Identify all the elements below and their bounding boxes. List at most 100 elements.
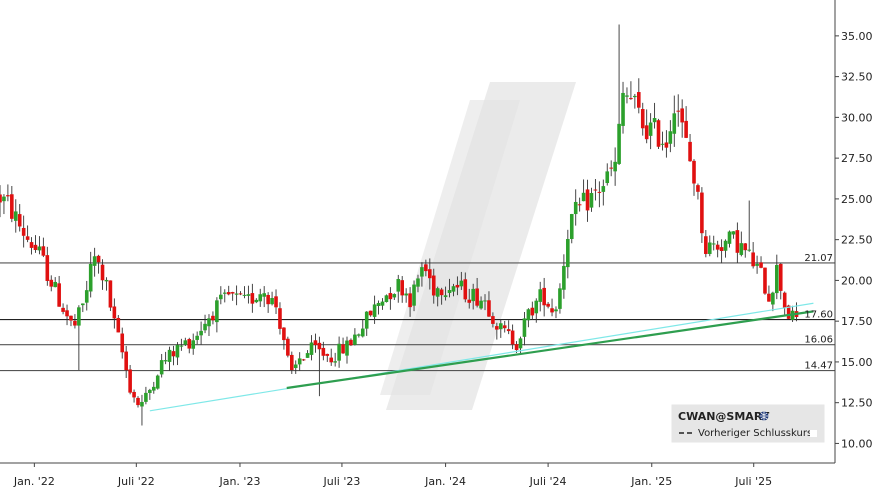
candle-body — [349, 339, 353, 346]
candle-body — [124, 351, 128, 371]
trendlines — [149, 302, 814, 412]
candle-body — [266, 294, 270, 305]
candle-body — [502, 325, 507, 329]
candle-body — [778, 263, 783, 291]
candle-body — [550, 308, 554, 313]
candle-body — [522, 318, 527, 337]
x-tick-label: Jan. '25 — [630, 475, 672, 488]
candle-body — [226, 292, 231, 295]
candle-body — [416, 278, 420, 287]
candle-body — [424, 264, 428, 272]
candle-body — [680, 108, 684, 123]
candle-body — [755, 263, 759, 266]
candle-body — [408, 293, 412, 308]
legend: CWAN@SMART Vorheriger Schlusskurs — [671, 404, 825, 443]
watermark-shape-inner — [380, 100, 520, 395]
candle-body — [187, 339, 192, 349]
candle-body — [69, 315, 73, 321]
candle-body — [92, 256, 97, 266]
candle-body — [459, 280, 464, 287]
candle-body — [116, 317, 121, 333]
candle-body — [684, 120, 688, 138]
candle-body — [711, 243, 716, 245]
candle-body — [293, 364, 298, 369]
candle-body — [49, 279, 54, 287]
candle-body — [278, 308, 282, 329]
candle-body — [262, 293, 266, 297]
candle-body — [140, 401, 144, 407]
candle-body — [207, 318, 211, 327]
candle-body — [467, 299, 472, 303]
y-tick-label: 15.00 — [841, 356, 873, 369]
level-labels: 21.07 17.60 16.06 14.47 — [804, 253, 833, 372]
candle-body — [538, 289, 543, 302]
candle-body — [112, 306, 117, 319]
trendline — [149, 302, 814, 412]
candle-body — [625, 95, 629, 97]
candle-body — [195, 335, 199, 340]
candle-body — [297, 358, 302, 365]
candle-body — [13, 211, 18, 221]
y-tick-label: 10.00 — [841, 437, 873, 450]
y-tick-label: 35.00 — [841, 30, 873, 43]
candle-body — [443, 295, 448, 298]
candle-body — [282, 327, 286, 341]
candle-body — [364, 311, 369, 329]
candle-body — [246, 294, 251, 296]
legend-title: CWAN@SMART — [678, 410, 770, 423]
candle-body — [771, 292, 775, 305]
x-tick-label: Juli '24 — [529, 475, 567, 488]
y-tick-label: 12.50 — [841, 397, 873, 410]
candle-body — [546, 303, 550, 307]
candle-body — [589, 192, 594, 208]
candle-body — [763, 267, 767, 294]
candle-body — [688, 141, 692, 162]
candlestick-series — [0, 24, 799, 426]
candle-body — [171, 351, 176, 357]
candle-body — [132, 391, 136, 398]
level-label: 14.47 — [804, 361, 833, 372]
candle-body — [341, 344, 345, 354]
candle-body — [345, 340, 349, 356]
candle-body — [715, 244, 720, 250]
candle-body — [585, 189, 590, 211]
candle-body — [530, 307, 535, 316]
candle-body — [506, 329, 511, 332]
candle-body — [254, 299, 259, 303]
candle-body — [380, 301, 385, 306]
candle-body — [617, 123, 621, 164]
candle-body — [329, 357, 334, 363]
candle-body — [144, 392, 148, 402]
candle-body — [0, 194, 2, 203]
candle-body — [518, 338, 523, 349]
candle-body — [455, 284, 460, 288]
y-tick-label: 30.00 — [841, 111, 873, 124]
candle-body — [479, 300, 483, 309]
candle-body — [167, 349, 172, 362]
candle-body — [357, 334, 361, 336]
candle-body — [360, 328, 365, 337]
candle-body — [274, 296, 278, 308]
candle-body — [692, 160, 696, 184]
candle-body — [786, 305, 791, 319]
candle-body — [368, 310, 373, 316]
candle-body — [317, 342, 322, 350]
candle-body — [203, 323, 207, 331]
candle-body — [656, 120, 661, 147]
trendline — [286, 310, 814, 390]
candle-body — [25, 236, 30, 240]
candle-body — [321, 347, 326, 356]
candle-body — [325, 353, 330, 356]
candle-body — [163, 360, 168, 362]
candle-body — [179, 345, 184, 347]
candle-body — [77, 307, 81, 326]
candle-body — [581, 192, 586, 202]
candle-body — [96, 255, 101, 263]
candle-body — [633, 95, 637, 98]
candle-body — [775, 264, 779, 294]
level-label: 16.06 — [804, 335, 833, 346]
candle-body — [29, 242, 34, 248]
candle-body — [696, 185, 700, 192]
globe-icon — [759, 411, 769, 421]
